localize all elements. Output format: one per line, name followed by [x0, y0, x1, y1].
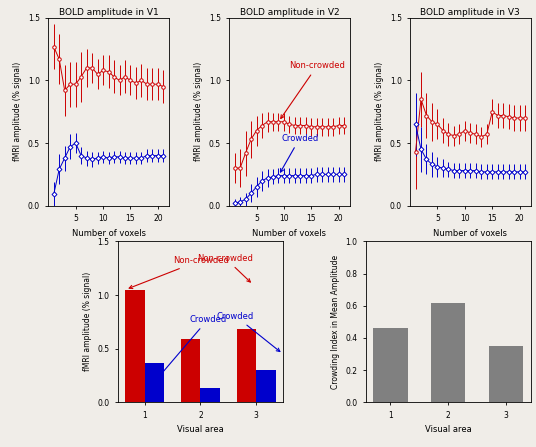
Bar	[145, 363, 165, 402]
X-axis label: Number of voxels: Number of voxels	[252, 228, 326, 237]
Bar	[431, 303, 465, 402]
Bar	[373, 328, 408, 402]
Bar	[236, 329, 256, 402]
Text: Crowded: Crowded	[160, 315, 227, 375]
Y-axis label: fMRI amplitude (% signal): fMRI amplitude (% signal)	[194, 62, 203, 161]
Bar	[488, 346, 523, 402]
X-axis label: Number of voxels: Number of voxels	[433, 228, 508, 237]
X-axis label: Visual area: Visual area	[425, 425, 472, 434]
Text: Non-crowded: Non-crowded	[281, 61, 345, 118]
Title: BOLD amplitude in V2: BOLD amplitude in V2	[240, 8, 339, 17]
Text: Crowded: Crowded	[217, 312, 280, 351]
Text: Crowded: Crowded	[280, 134, 318, 172]
Y-axis label: Crowding Index in Mean Amplitude: Crowding Index in Mean Amplitude	[331, 255, 339, 389]
Title: BOLD amplitude in V3: BOLD amplitude in V3	[420, 8, 520, 17]
Y-axis label: fMRI amplitude (% signal): fMRI amplitude (% signal)	[83, 272, 92, 371]
Bar	[256, 370, 276, 402]
Bar	[181, 339, 200, 402]
Bar	[200, 388, 220, 402]
Y-axis label: fMRI amplitude (% signal): fMRI amplitude (% signal)	[375, 62, 384, 161]
Bar	[125, 290, 145, 402]
Text: Non-crowded: Non-crowded	[197, 254, 254, 282]
X-axis label: Number of voxels: Number of voxels	[71, 228, 146, 237]
Title: BOLD amplitude in V1: BOLD amplitude in V1	[58, 8, 159, 17]
Text: Non-crowded: Non-crowded	[129, 256, 228, 288]
X-axis label: Visual area: Visual area	[177, 425, 224, 434]
Y-axis label: fMRI amplitude (% signal): fMRI amplitude (% signal)	[13, 62, 22, 161]
